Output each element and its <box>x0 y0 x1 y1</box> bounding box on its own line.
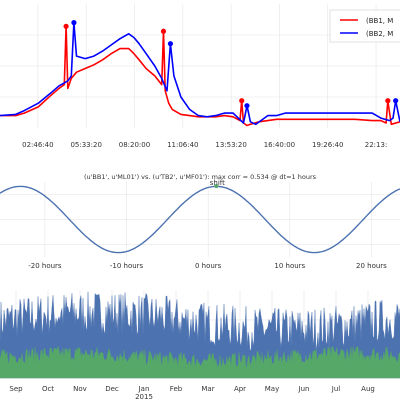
long-x-tick-3: Dec <box>105 385 119 393</box>
long-x-tick-1: Oct <box>42 385 54 393</box>
long-x-tick-9: Jun <box>298 385 310 393</box>
timeseries-x-tick-7: 19:26:40 <box>312 141 343 149</box>
correlation-line <box>0 185 400 254</box>
correlation-annotation: shift <box>210 179 225 189</box>
timeseries-peak-markers <box>63 20 399 109</box>
timeseries-panel: 0002:46:4005:33:2008:20:0011:06:4013:53:… <box>0 4 400 149</box>
correlation-x-tick-0: -20 hours <box>28 262 62 270</box>
long-x-tick-7: Apr <box>234 385 246 393</box>
max-corr-label: shift <box>210 179 225 187</box>
series-line-bb1 <box>0 25 400 127</box>
peak-marker-2 <box>239 98 245 104</box>
peak-marker-5 <box>167 41 174 47</box>
legend-label-bb2: (BB2, M <box>366 30 393 38</box>
long-x-tick-5: Feb <box>170 385 183 393</box>
long-x-tick-2: Nov <box>73 385 87 393</box>
correlation-grid <box>0 182 400 257</box>
timeseries-legend: (BB1, M (BB2, M <box>329 9 400 43</box>
correlation-x-tick-1: -10 hours <box>110 262 144 270</box>
peak-marker-7 <box>393 98 399 104</box>
max-corr-marker <box>214 184 219 189</box>
timeseries-x-ticks: 0002:46:4005:33:2008:20:0011:06:4013:53:… <box>22 141 388 149</box>
timeseries-x-tick-1: 02:46:40 <box>22 141 53 149</box>
long-timeseries-panel: Sep Oct Nov Dec Jan Feb Mar Apr May Jun Jul Aug 2015 <box>0 290 400 400</box>
correlation-curve <box>0 185 400 254</box>
long-x-tick-10: Jul <box>331 385 341 393</box>
legend-box <box>329 9 400 43</box>
long-x-tick-8: May <box>265 385 279 393</box>
correlation-x-ticks: -20 hours -10 hours 0 hours 10 hours 20 hour… <box>28 262 387 270</box>
long-x-tick-4: Jan <box>138 385 150 393</box>
long-year-label: 2015 <box>135 393 153 400</box>
peak-marker-1 <box>160 28 167 34</box>
long-x-tick-6: Mar <box>201 385 214 393</box>
timeseries-x-tick-8: 22:13: <box>365 141 388 149</box>
legend-label-bb1: (BB1, M <box>366 17 393 25</box>
long-x-tick-11: Aug <box>361 385 375 393</box>
peak-marker-0 <box>63 23 69 29</box>
timeseries-x-tick-5: 13:53:20 <box>215 141 246 149</box>
correlation-x-tick-4: 20 hours <box>356 262 387 270</box>
peak-marker-3 <box>385 98 391 104</box>
peak-marker-4 <box>71 20 77 26</box>
timeseries-x-tick-2: 05:33:20 <box>70 141 101 149</box>
correlation-panel: (u'BB1', u'ML01') vs. (u'TB2', u'MF01'):… <box>0 173 400 270</box>
long-series-area-1 <box>0 345 400 379</box>
timeseries-x-tick-3: 08:20:00 <box>119 141 150 149</box>
timeseries-x-tick-4: 11:06:40 <box>167 141 198 149</box>
correlation-x-tick-3: 10 hours <box>274 262 305 270</box>
long-timeseries-series <box>0 291 400 379</box>
long-timeseries-x-ticks: Sep Oct Nov Dec Jan Feb Mar Apr May Jun Jul Aug 2015 <box>9 385 374 400</box>
correlation-x-tick-2: 0 hours <box>195 262 222 270</box>
correlation-title: (u'BB1', u'ML01') vs. (u'TB2', u'MF01'):… <box>84 173 317 181</box>
peak-marker-6 <box>244 103 250 109</box>
timeseries-x-tick-6: 16:40:00 <box>264 141 295 149</box>
long-x-tick-0: Sep <box>9 385 23 393</box>
